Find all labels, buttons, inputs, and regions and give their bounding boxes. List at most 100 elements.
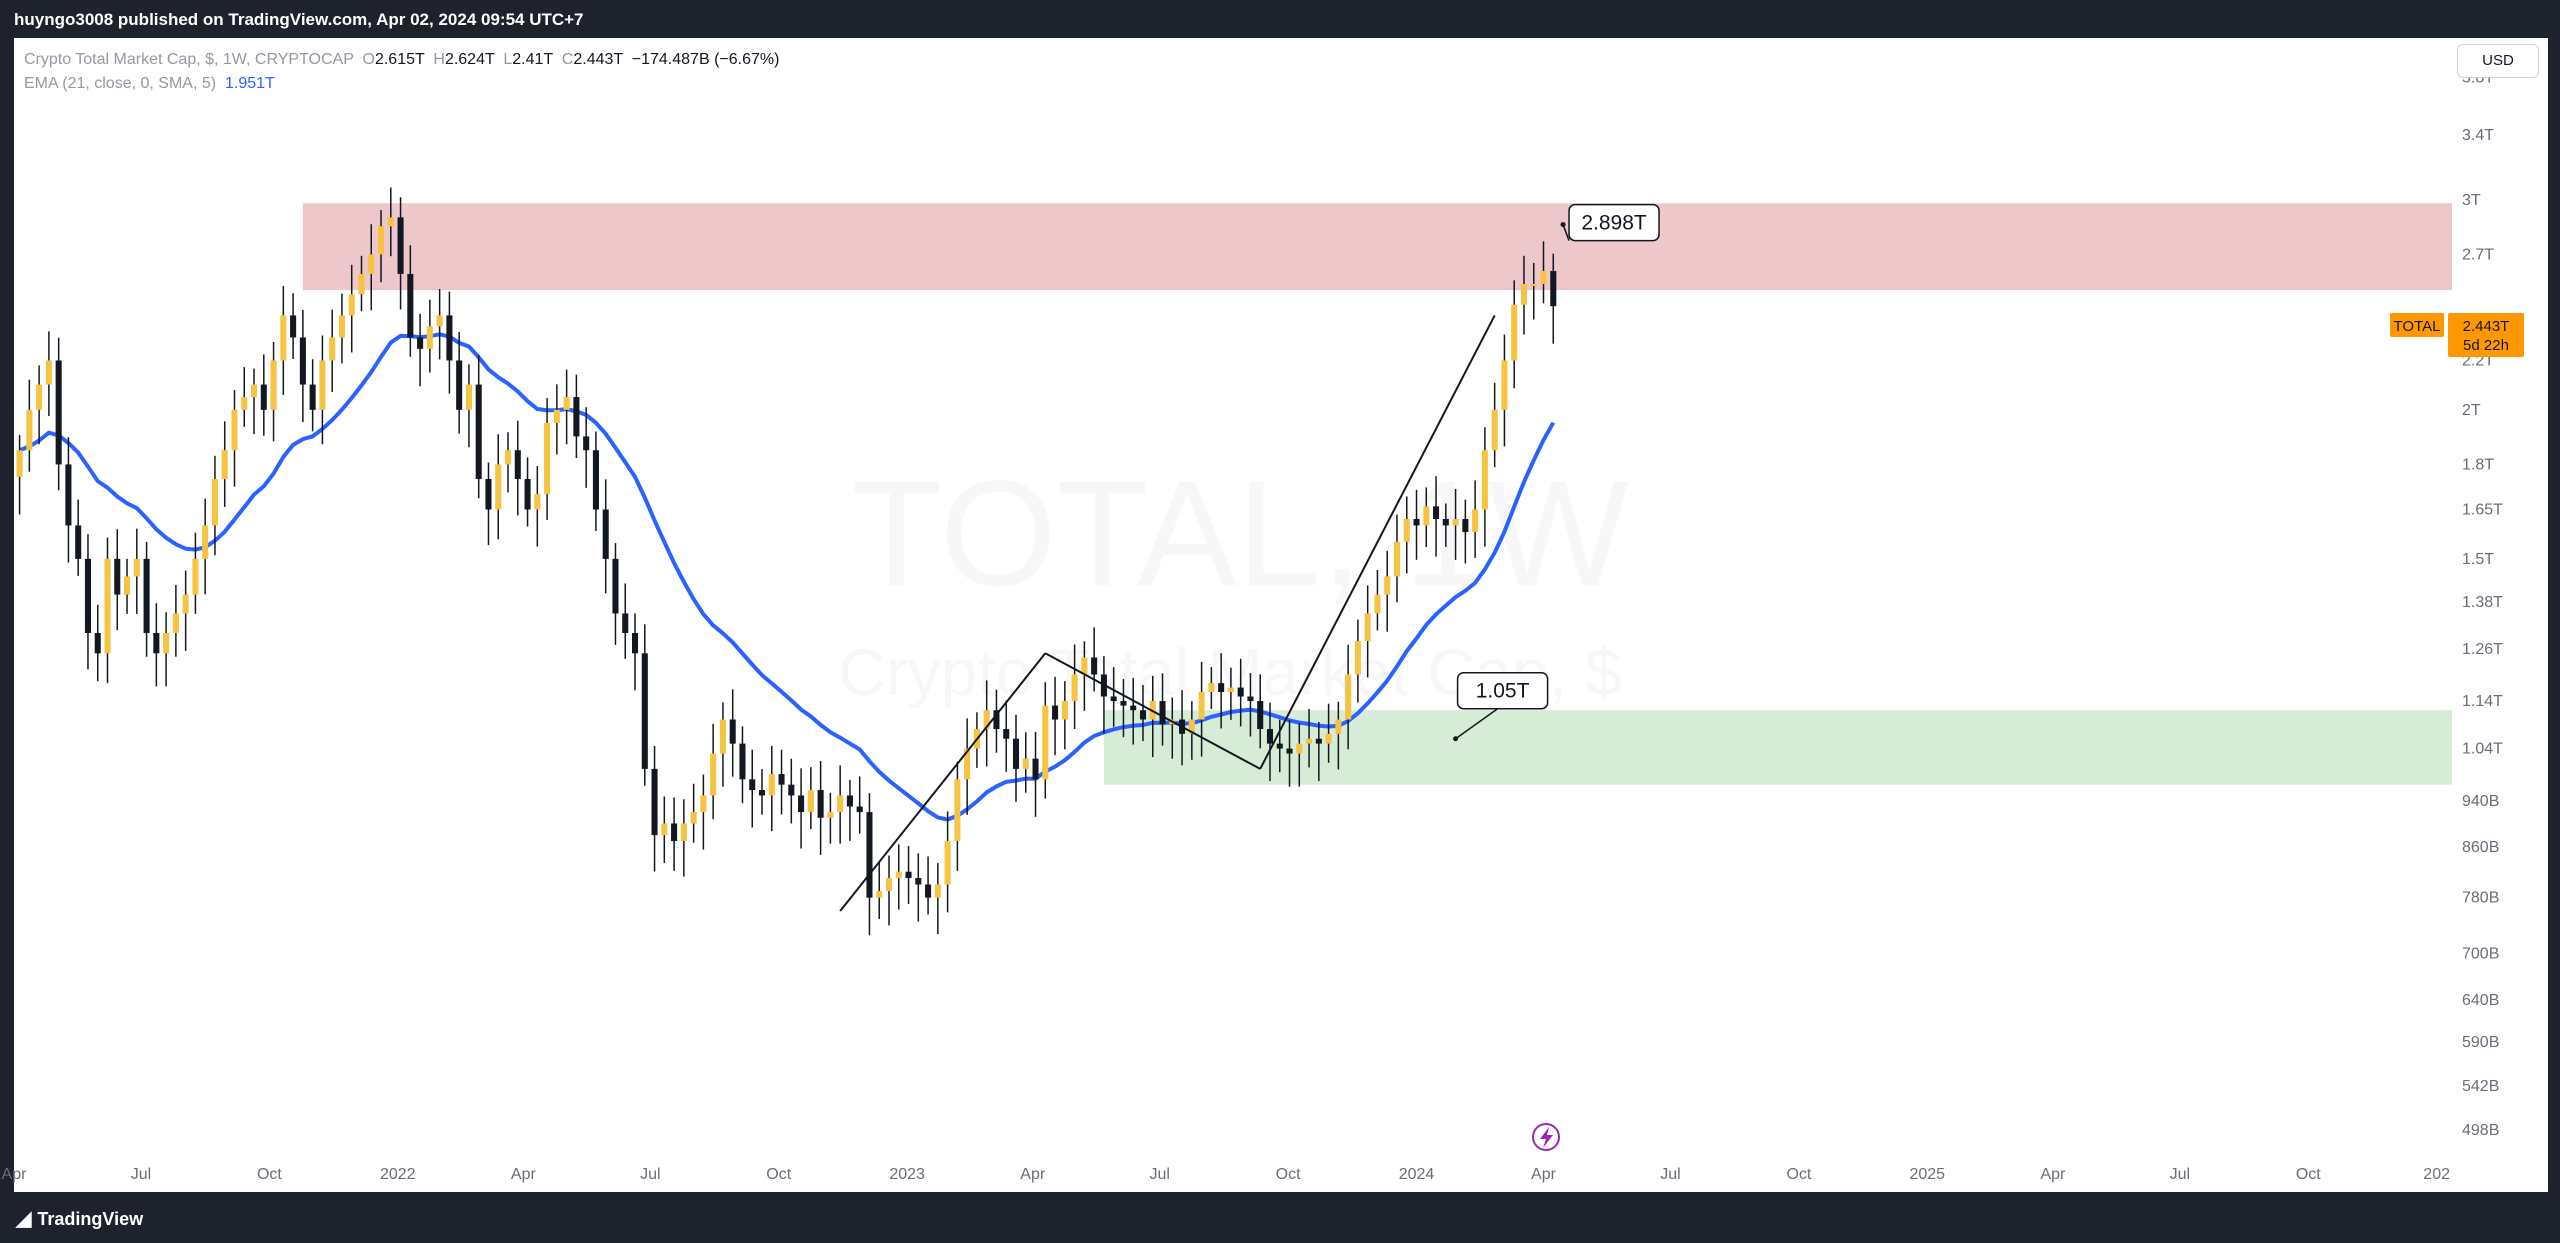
candle bbox=[1198, 661, 1205, 757]
candle bbox=[1374, 569, 1381, 631]
candle-body bbox=[124, 576, 131, 595]
candle bbox=[202, 498, 209, 595]
candle-body bbox=[1247, 696, 1254, 702]
resistance-zone[interactable] bbox=[302, 203, 2453, 291]
candle-body bbox=[905, 871, 912, 879]
candle bbox=[1022, 732, 1029, 793]
candle-body bbox=[749, 779, 756, 791]
candle-body bbox=[1374, 594, 1381, 614]
candle bbox=[55, 337, 62, 491]
candle bbox=[1042, 682, 1049, 799]
candle-body bbox=[1081, 657, 1088, 675]
price-tag-countdown: 5d 22h bbox=[2463, 337, 2509, 354]
candle-body bbox=[270, 360, 277, 410]
candle-body bbox=[641, 653, 648, 769]
candle-body bbox=[153, 632, 160, 654]
candle-body bbox=[1491, 409, 1498, 451]
candle bbox=[1354, 619, 1361, 703]
candle-body bbox=[241, 397, 248, 410]
callout-anchor bbox=[1560, 222, 1566, 228]
legend-c-label: C bbox=[561, 51, 574, 68]
candle-body bbox=[563, 397, 570, 410]
candle bbox=[993, 689, 1000, 753]
price-callout[interactable]: 1.05T bbox=[1453, 671, 1549, 742]
candle bbox=[846, 779, 853, 841]
candle-body bbox=[1130, 705, 1137, 711]
callout-leader bbox=[1562, 224, 1570, 241]
lightning-icon[interactable] bbox=[1532, 1123, 1560, 1151]
candle-body bbox=[84, 558, 91, 633]
candle-body bbox=[1364, 613, 1371, 642]
candle-body bbox=[114, 558, 121, 595]
candle-body bbox=[1296, 743, 1303, 754]
candle bbox=[1530, 262, 1537, 320]
legend-low: 2.41T bbox=[512, 51, 553, 68]
trend-line bbox=[1259, 314, 1496, 770]
candle bbox=[163, 612, 170, 687]
legend-symbol-row[interactable]: Crypto Total Market Cap, $, 1W, CRYPTOCA… bbox=[24, 48, 779, 72]
candle-body bbox=[680, 823, 687, 842]
candle bbox=[75, 499, 82, 576]
x-tick-label: Jul bbox=[1660, 1166, 1680, 1183]
candle bbox=[524, 457, 531, 527]
candle-body bbox=[534, 494, 541, 510]
candle-body bbox=[1061, 701, 1068, 720]
candle-body bbox=[631, 632, 639, 654]
publish-bar: huyngo3008 published on TradingView.com,… bbox=[0, 0, 2560, 38]
candle bbox=[211, 455, 218, 556]
candle bbox=[827, 792, 834, 844]
legend-ema-row[interactable]: EMA (21, close, 0, SMA, 5) 1.951T bbox=[24, 72, 779, 96]
candle-body bbox=[368, 254, 375, 274]
candle bbox=[26, 379, 33, 472]
candle bbox=[1520, 255, 1527, 335]
candle bbox=[1315, 721, 1322, 782]
candle bbox=[1511, 280, 1518, 389]
candle bbox=[426, 299, 433, 373]
tradingview-logo[interactable]: ◢ TradingView bbox=[16, 1206, 143, 1231]
price-callout[interactable]: 2.898T bbox=[1560, 203, 1660, 242]
candle bbox=[172, 585, 179, 657]
candle-body bbox=[182, 594, 189, 614]
candle-body bbox=[573, 397, 580, 437]
currency-button[interactable]: USD bbox=[2457, 44, 2539, 78]
candle bbox=[231, 390, 238, 487]
trend-line bbox=[839, 652, 1047, 912]
candle bbox=[1218, 653, 1225, 729]
support-zone[interactable] bbox=[1103, 710, 2452, 785]
candle-body bbox=[1071, 674, 1078, 702]
candle bbox=[153, 603, 160, 687]
candle-body bbox=[377, 226, 385, 255]
candle bbox=[1452, 488, 1459, 560]
candle-body bbox=[710, 753, 717, 796]
y-tick-label: 542B bbox=[2462, 1078, 2499, 1095]
legend-o-label: O bbox=[362, 51, 375, 68]
candle bbox=[1266, 702, 1274, 782]
candle bbox=[1227, 667, 1234, 720]
candle bbox=[36, 365, 43, 445]
candle bbox=[680, 799, 687, 877]
x-tick-label: Apr bbox=[1020, 1166, 1046, 1183]
trendlines-layer[interactable] bbox=[839, 314, 1496, 912]
candle bbox=[417, 313, 424, 387]
candle-body bbox=[1384, 576, 1391, 595]
candle-body bbox=[895, 871, 902, 879]
x-tick-label: Jul bbox=[131, 1166, 151, 1183]
candle-body bbox=[407, 273, 414, 338]
x-tick-label: Jul bbox=[1150, 1166, 1170, 1183]
x-tick-label: Oct bbox=[766, 1166, 791, 1183]
candle-body bbox=[1306, 738, 1313, 744]
candle-body bbox=[671, 823, 678, 842]
candle bbox=[368, 224, 375, 311]
candle bbox=[182, 570, 189, 651]
time-axis[interactable]: Apr Jul Oct 2022 Apr Jul Oct 2023 Apr Jul Oct 2024 A… bbox=[2, 1166, 2451, 1183]
candle bbox=[114, 529, 121, 631]
callouts-layer[interactable]: 2.898T 1.05T bbox=[1453, 203, 1660, 742]
candle bbox=[1306, 708, 1313, 768]
price-axis[interactable]: 3.8T3.4T3T2.7T2.2T2T1.8T1.65T1.5T1.38T1.… bbox=[2462, 69, 2503, 1139]
candle-body bbox=[348, 294, 355, 316]
candle bbox=[280, 286, 287, 395]
x-tick-label: 2022 bbox=[380, 1166, 416, 1183]
candle bbox=[553, 384, 560, 455]
candle bbox=[885, 855, 893, 926]
